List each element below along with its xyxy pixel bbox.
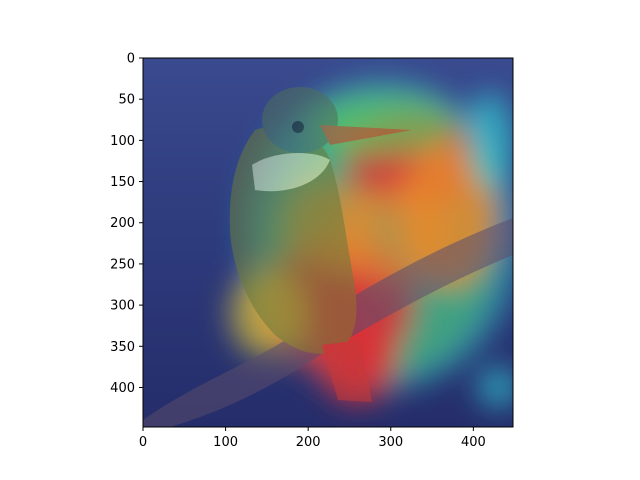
x-tick-label: 200 — [296, 435, 321, 450]
bird-photo — [143, 87, 513, 427]
x-tick-label: 300 — [378, 435, 403, 450]
y-tick-label: 250 — [110, 257, 135, 272]
x-tick-label: 0 — [139, 435, 147, 450]
y-axis: 0 50 100 150 200 250 300 350 400 — [110, 52, 143, 396]
activation-region — [465, 90, 513, 190]
x-axis: 0 100 200 300 400 — [139, 427, 486, 450]
y-tick-label: 100 — [110, 134, 135, 149]
y-tick-label: 400 — [110, 381, 135, 396]
axes-frame — [142, 57, 514, 428]
bird-beak-shape — [320, 125, 412, 145]
y-tick-label: 0 — [127, 52, 135, 67]
y-tick-label: 150 — [110, 175, 135, 190]
bird-throat-shape — [252, 153, 330, 192]
x-tick-label: 100 — [213, 435, 238, 450]
bird-tail-shape — [322, 340, 372, 402]
y-tick-label: 350 — [110, 340, 135, 355]
y-tick-label: 50 — [118, 93, 135, 108]
bird-eye-shape — [292, 121, 304, 133]
y-tick-label: 300 — [110, 299, 135, 314]
x-tick-label: 400 — [461, 435, 486, 450]
heatmap-image — [143, 58, 513, 427]
activation-region — [477, 366, 513, 409]
y-tick-label: 200 — [110, 216, 135, 231]
bird-head-shape — [262, 87, 338, 153]
